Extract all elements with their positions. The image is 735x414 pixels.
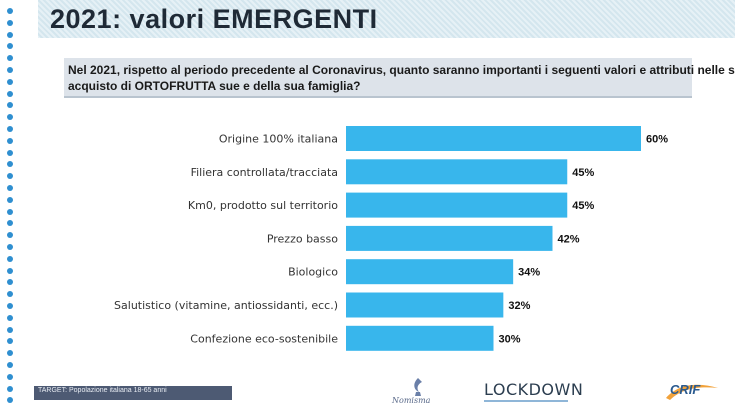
page-title: 2021: valori EMERGENTI [50, 4, 378, 34]
decorative-dot [7, 255, 13, 262]
survey-question-line-1: Nel 2021, rispetto al periodo precedente… [68, 63, 735, 77]
decorative-dot [7, 362, 13, 368]
decorative-dot [7, 149, 13, 156]
bar [346, 159, 568, 185]
crif-logo-swoosh [666, 384, 718, 400]
decorative-dot [7, 303, 13, 309]
category-label: Salutistico (vitamine, antiossidanti, ec… [114, 299, 338, 312]
category-label: Origine 100% italiana [219, 133, 338, 146]
category-label: Prezzo basso [267, 232, 338, 245]
lockdown-logo-underline [484, 400, 568, 402]
decorative-dot [7, 137, 13, 144]
survey-question: Nel 2021, rispetto al periodo precedente… [68, 62, 735, 94]
decorative-dot [7, 291, 13, 298]
bar [346, 292, 504, 318]
decorative-dot [7, 126, 13, 132]
title-band [38, 0, 735, 38]
decorative-dot [7, 173, 13, 180]
decorative-dot [7, 196, 13, 203]
value-label: 45% [572, 167, 594, 179]
lockdown-logo: LOCKDOWN [484, 380, 584, 399]
value-label: 45% [572, 200, 594, 212]
target-box [34, 386, 232, 400]
nomisma-logo [414, 378, 422, 396]
value-label: 60% [646, 134, 668, 146]
decorative-dot [7, 102, 13, 109]
decorative-dot [7, 279, 13, 286]
value-label: 34% [518, 267, 540, 279]
decorative-dot [7, 8, 13, 14]
decorative-dot [7, 90, 13, 97]
decorative-dot [7, 267, 13, 274]
survey-question-line-2: acquisto di ORTOFRUTTA sue e della sua f… [68, 79, 361, 93]
bar [346, 192, 568, 218]
decorative-dot [7, 220, 13, 227]
category-label: Biologico [288, 266, 338, 279]
decorative-dot [7, 161, 13, 168]
decorative-dot [7, 350, 13, 357]
decorative-dot [7, 55, 13, 62]
category-label: Km0, prodotto sul territorio [188, 199, 338, 212]
decorative-dot [7, 397, 13, 404]
target-label: TARGET: Popolazione italiana 18-65 anni [38, 387, 167, 394]
decorative-dot [7, 338, 13, 345]
decorative-dot [7, 232, 13, 239]
decorative-dot [7, 19, 13, 26]
decorative-dot [7, 385, 13, 392]
bar [346, 126, 641, 151]
value-label: 32% [508, 300, 530, 312]
value-label: 42% [558, 233, 580, 245]
decorative-dot [7, 326, 13, 333]
decorative-dot [7, 373, 13, 380]
bar [346, 325, 494, 351]
question-box [64, 58, 692, 98]
nomisma-logo-text: Nomisma [392, 396, 431, 405]
value-label: 30% [499, 333, 521, 345]
decorative-dot [7, 114, 13, 121]
decorative-dot-column [4, 8, 16, 408]
category-label: Confezione eco-sostenibile [190, 332, 338, 345]
crif-logo-text: CRIF [670, 382, 701, 397]
decorative-dot [7, 314, 13, 321]
category-label: Filiera controllata/tracciata [191, 166, 338, 179]
decorative-dot [7, 78, 13, 85]
decorative-dot [7, 244, 13, 250]
decorative-dot [7, 31, 13, 38]
decorative-dot [7, 185, 13, 191]
decorative-dot [7, 67, 13, 73]
decorative-dot [7, 43, 13, 50]
decorative-dot [7, 208, 13, 215]
bar [346, 225, 553, 251]
bar [346, 259, 514, 285]
